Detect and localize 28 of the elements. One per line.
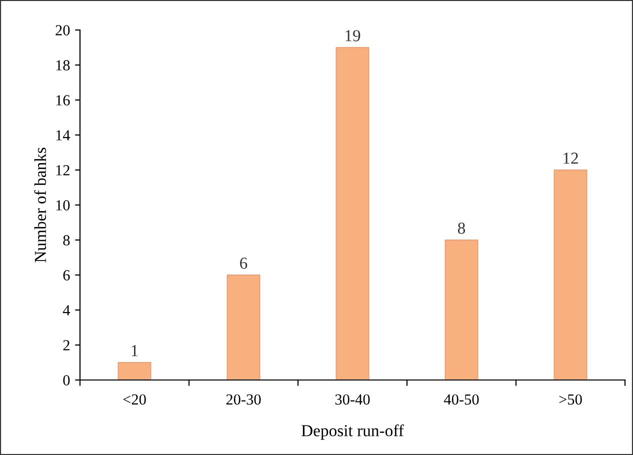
bar <box>336 47 370 380</box>
y-axis-title: Number of banks <box>34 148 46 262</box>
bar <box>118 362 152 380</box>
y-tick-label: 18 <box>56 60 70 70</box>
y-tick-label: 20 <box>56 25 70 36</box>
y-tick-label: 16 <box>56 95 70 106</box>
x-tick-label: 40-50 <box>444 394 479 405</box>
y-tick-label: 10 <box>56 200 70 210</box>
data-label: 6 <box>240 258 248 269</box>
y-tick-label: 8 <box>63 235 70 246</box>
data-label: 1 <box>132 345 138 356</box>
y-tick-label: 4 <box>62 305 70 316</box>
y-tick-label: 14 <box>56 130 70 140</box>
bar <box>226 274 260 380</box>
data-label: 19 <box>346 30 360 42</box>
x-axis-title: Deposit run-off <box>302 424 404 440</box>
bar <box>554 170 588 380</box>
x-tick-label: <20 <box>123 394 146 405</box>
y-tick-label: 6 <box>63 270 70 280</box>
x-tick-label: 20-30 <box>226 394 261 405</box>
bar <box>444 240 478 380</box>
x-tick-label: >50 <box>559 394 582 405</box>
y-tick-label: 0 <box>63 375 70 386</box>
data-label: 8 <box>458 222 466 234</box>
data-label: 12 <box>564 152 578 164</box>
y-tick-label: 12 <box>56 165 70 176</box>
y-tick-label: 2 <box>63 340 70 350</box>
x-tick-label: 30-40 <box>335 394 370 405</box>
